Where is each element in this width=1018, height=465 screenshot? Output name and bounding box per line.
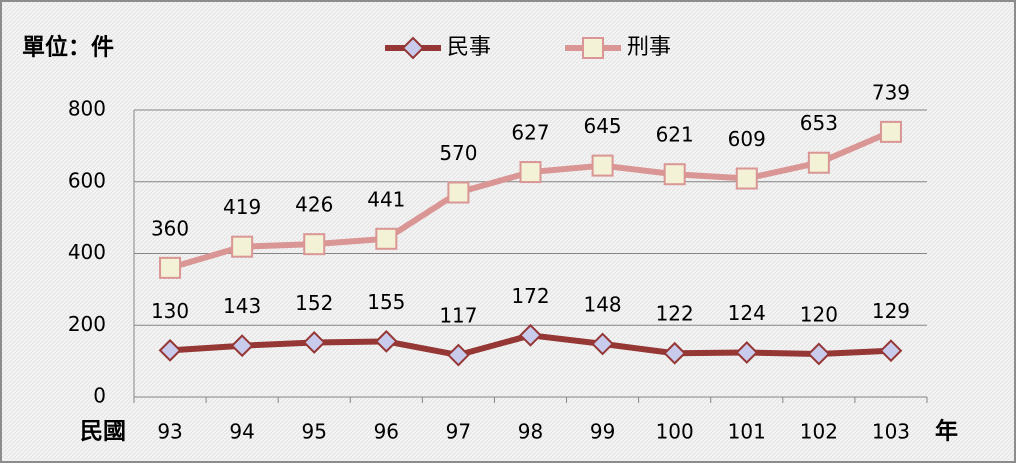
legend-label: 民事	[447, 35, 491, 60]
data-point	[159, 256, 182, 279]
x-tick-label: 98	[518, 420, 543, 444]
data-point	[303, 233, 326, 256]
x-tick-label: 97	[446, 420, 471, 444]
data-point	[591, 154, 614, 177]
y-tick-label: 400	[68, 240, 106, 264]
data-point	[663, 163, 686, 186]
data-label: 152	[295, 291, 333, 315]
data-label: 129	[872, 299, 910, 323]
data-label: 120	[800, 302, 838, 326]
data-label: 124	[728, 301, 766, 325]
x-tick-label: 96	[374, 420, 399, 444]
data-label: 117	[439, 304, 477, 328]
data-point	[519, 323, 542, 347]
x-label-suffix: 年	[935, 418, 958, 445]
y-tick-label: 800	[68, 97, 106, 121]
data-label: 172	[511, 284, 549, 308]
data-point	[807, 151, 830, 174]
y-unit-label: 單位：件	[22, 34, 114, 61]
y-tick-label: 0	[93, 384, 106, 408]
x-tick-label: 99	[590, 420, 615, 444]
data-point	[231, 235, 254, 258]
data-label: 441	[367, 187, 405, 211]
x-tick-label: 100	[656, 420, 694, 444]
x-tick-label: 102	[800, 420, 838, 444]
data-label: 739	[872, 80, 910, 104]
data-label: 419	[223, 195, 261, 219]
data-point	[879, 120, 902, 143]
legend-marker	[401, 36, 425, 60]
data-point	[879, 339, 903, 363]
legend-marker	[582, 37, 604, 59]
data-label: 653	[800, 111, 838, 135]
data-label: 645	[583, 114, 621, 138]
y-tick-label: 200	[68, 312, 106, 336]
data-point	[591, 332, 615, 356]
data-point	[735, 167, 758, 190]
data-point	[735, 341, 759, 364]
data-label: 122	[656, 302, 694, 326]
data-point	[158, 338, 182, 362]
data-label: 155	[367, 290, 405, 314]
data-label: 360	[151, 216, 189, 240]
data-label: 426	[295, 193, 333, 217]
data-point	[447, 181, 470, 204]
data-point	[807, 342, 831, 366]
data-label: 148	[583, 292, 621, 316]
data-label: 627	[511, 121, 549, 145]
x-label-prefix: 民國	[80, 419, 126, 445]
y-tick-label: 600	[68, 168, 106, 192]
data-label: 143	[223, 294, 261, 318]
legend-label: 刑事	[627, 35, 671, 60]
data-point	[663, 341, 687, 365]
data-point	[519, 161, 542, 184]
data-label: 609	[728, 127, 766, 151]
x-tick-label: 95	[302, 420, 327, 444]
data-label: 130	[151, 299, 189, 323]
x-tick-label: 94	[229, 420, 254, 444]
data-label: 621	[656, 123, 694, 147]
data-point	[374, 329, 398, 353]
data-point	[375, 227, 398, 250]
x-tick-label: 103	[872, 420, 910, 444]
data-point	[446, 343, 470, 367]
x-tick-label: 101	[728, 420, 766, 444]
data-point	[230, 334, 254, 358]
data-label: 570	[439, 141, 477, 165]
data-point	[302, 331, 326, 354]
x-tick-label: 93	[157, 420, 182, 444]
